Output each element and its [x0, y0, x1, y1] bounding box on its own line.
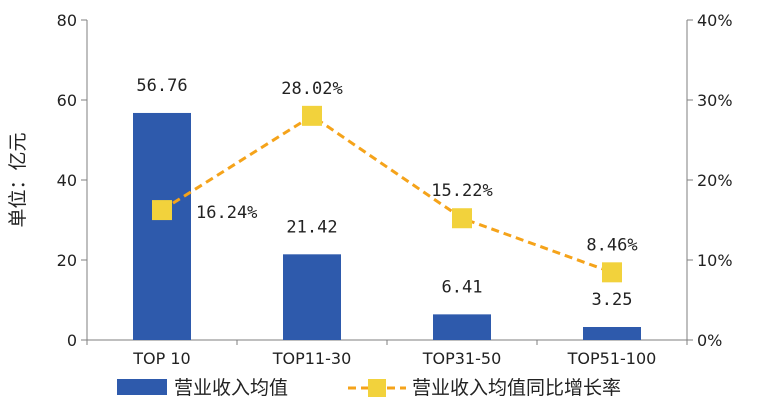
- bar-series: [133, 112, 641, 341]
- bar-value-label: 6.41: [442, 277, 483, 297]
- line-marker: [152, 200, 172, 221]
- axes: 0 20 40 60 80 0% 10% 20% 30% 40% TOP 10 TOP11-30 TOP…: [7, 11, 733, 368]
- growth-rate-line: [161, 114, 613, 274]
- bar-value-label: 21.42: [286, 217, 337, 237]
- line-series: [152, 105, 622, 283]
- left-tick-label: 40: [57, 171, 77, 190]
- bar: [433, 314, 491, 340]
- bar-value-label: 56.76: [136, 76, 187, 96]
- bar: [283, 254, 341, 340]
- x-category-label: TOP31-50: [422, 349, 502, 368]
- legend-bar-label: 营业收入均值: [174, 377, 288, 399]
- left-tick-label: 20: [57, 251, 77, 270]
- line-marker: [452, 208, 472, 229]
- line-value-label: 28.02%: [281, 79, 342, 99]
- right-tick-label: 10%: [697, 251, 733, 270]
- y-axis-title: 单位：亿元: [7, 132, 29, 227]
- line-value-label: 16.24%: [196, 203, 257, 223]
- left-tick-label: 0: [67, 331, 77, 350]
- right-tick-label: 30%: [697, 91, 733, 110]
- left-tick-label: 60: [57, 91, 77, 110]
- line-value-label: 15.22%: [431, 181, 492, 201]
- line-marker: [602, 262, 622, 283]
- legend-marker-swatch: [368, 379, 386, 397]
- right-tick-label: 0%: [697, 331, 722, 350]
- bar: [133, 112, 191, 341]
- x-category-label: TOP 10: [132, 349, 190, 368]
- x-category-label: TOP51-100: [567, 349, 657, 368]
- bar-value-label: 3.25: [592, 290, 633, 310]
- legend: 营业收入均值 营业收入均值同比增长率: [117, 377, 621, 399]
- right-tick-label: 20%: [697, 171, 733, 190]
- x-category-label: TOP11-30: [272, 349, 352, 368]
- bar: [583, 327, 641, 340]
- legend-bar-swatch: [117, 379, 167, 395]
- line-marker: [302, 105, 322, 126]
- data-labels: 56.76 21.42 6.41 3.25 16.24% 28.02% 15.22% 8.46…: [136, 76, 637, 310]
- right-tick-label: 40%: [697, 11, 733, 30]
- line-value-label: 8.46%: [586, 235, 637, 255]
- left-tick-label: 80: [57, 11, 77, 30]
- legend-line-label: 营业收入均值同比增长率: [412, 377, 621, 399]
